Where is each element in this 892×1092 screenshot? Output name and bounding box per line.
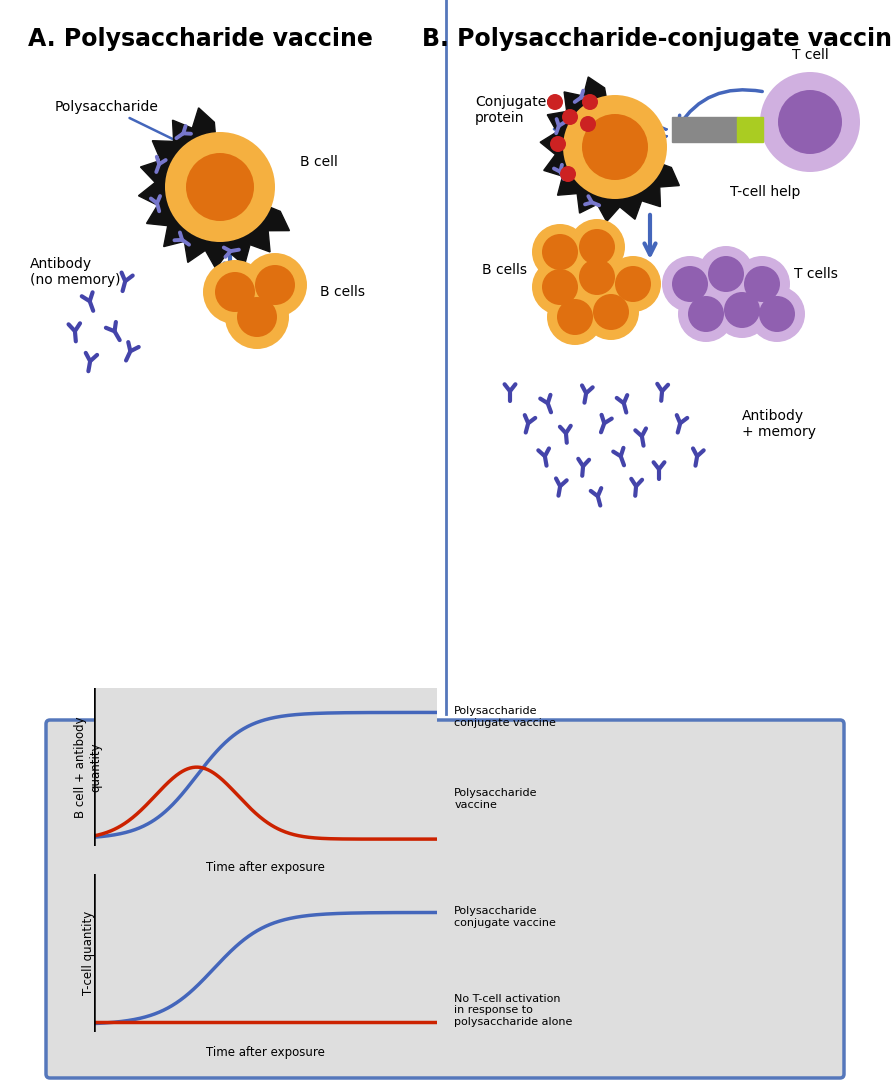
FancyBboxPatch shape (737, 117, 763, 142)
FancyBboxPatch shape (46, 720, 844, 1078)
Circle shape (562, 109, 578, 124)
Circle shape (749, 286, 805, 342)
Circle shape (532, 259, 588, 314)
Text: B. Polysaccharide-conjugate vaccine: B. Polysaccharide-conjugate vaccine (422, 27, 892, 51)
Circle shape (542, 269, 578, 305)
Circle shape (557, 299, 593, 335)
Circle shape (593, 294, 629, 330)
Text: B cell: B cell (300, 155, 338, 169)
Circle shape (580, 116, 596, 132)
Circle shape (547, 289, 603, 345)
Circle shape (243, 253, 307, 317)
Circle shape (760, 72, 860, 173)
Polygon shape (541, 76, 680, 222)
Y-axis label: B cell + antibody
quantity: B cell + antibody quantity (74, 716, 102, 818)
Circle shape (744, 266, 780, 302)
Text: T cells: T cells (794, 268, 838, 281)
Text: B cells: B cells (482, 263, 527, 277)
Circle shape (563, 95, 667, 199)
Text: Conjugated
protein: Conjugated protein (475, 95, 565, 134)
Text: Polysaccharide: Polysaccharide (55, 100, 180, 143)
Circle shape (662, 256, 718, 312)
Circle shape (778, 90, 842, 154)
Circle shape (582, 114, 648, 180)
Text: No T-cell activation
in response to
polysaccharide alone: No T-cell activation in response to poly… (454, 994, 573, 1026)
Circle shape (547, 94, 563, 110)
Circle shape (532, 224, 588, 280)
FancyBboxPatch shape (672, 117, 737, 142)
Circle shape (579, 259, 615, 295)
Circle shape (672, 266, 708, 302)
Polygon shape (138, 108, 289, 269)
Circle shape (708, 256, 744, 292)
Text: Antibody
(no memory): Antibody (no memory) (30, 257, 120, 287)
Circle shape (560, 166, 576, 182)
Circle shape (582, 94, 598, 110)
Circle shape (186, 153, 254, 221)
Circle shape (542, 234, 578, 270)
Circle shape (678, 286, 734, 342)
Circle shape (225, 285, 289, 349)
Circle shape (615, 266, 651, 302)
Text: Polysaccharide
conjugate vaccine: Polysaccharide conjugate vaccine (454, 705, 556, 727)
Circle shape (759, 296, 795, 332)
Circle shape (698, 246, 754, 302)
Circle shape (724, 292, 760, 328)
Text: B cells: B cells (320, 285, 365, 299)
Circle shape (550, 136, 566, 152)
Text: T-cell help: T-cell help (730, 185, 800, 199)
Text: T cell: T cell (791, 48, 829, 62)
Circle shape (255, 265, 295, 305)
Circle shape (734, 256, 790, 312)
Text: Time after exposure: Time after exposure (206, 860, 325, 874)
Circle shape (203, 260, 267, 324)
Circle shape (569, 219, 625, 275)
Text: Antibody
+ memory: Antibody + memory (742, 408, 816, 439)
Circle shape (237, 297, 277, 337)
Circle shape (569, 249, 625, 305)
Circle shape (215, 272, 255, 312)
Text: Time after exposure: Time after exposure (206, 1046, 325, 1059)
Circle shape (714, 282, 770, 339)
Y-axis label: T-cell quantity: T-cell quantity (81, 911, 95, 995)
Text: A. Polysaccharide vaccine: A. Polysaccharide vaccine (28, 27, 373, 51)
Text: Polysaccharide
vaccine: Polysaccharide vaccine (454, 788, 538, 809)
Circle shape (165, 132, 275, 242)
Text: Polysaccharide
conjugate vaccine: Polysaccharide conjugate vaccine (454, 906, 556, 927)
Circle shape (583, 284, 639, 340)
Circle shape (605, 256, 661, 312)
Circle shape (579, 229, 615, 265)
Circle shape (688, 296, 724, 332)
